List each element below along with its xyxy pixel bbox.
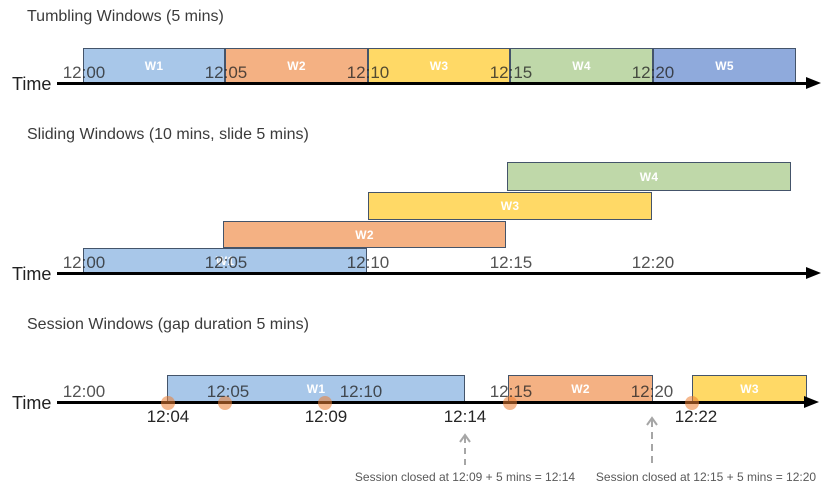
timeline [57,401,805,404]
tick-label: 12:15 [489,253,533,272]
tick-label: 12:00 [62,253,106,272]
window-label: W2 [571,382,590,396]
sliding-window-w4: W4 [507,162,791,191]
tumbling-window-w5: W5 [653,48,796,83]
timeline-arrow-icon [806,77,821,89]
tick-label: 12:05 [204,63,248,82]
window-label: W2 [355,227,374,242]
event-time-label: 12:14 [443,407,487,426]
time-axis-label: Time [12,393,52,413]
window-label: W1 [144,58,164,73]
dashed-arrow-icon [646,416,658,466]
event-dot [218,396,232,410]
tick-label: 12:00 [62,382,106,401]
tick-label: 12:10 [346,253,390,272]
dashed-arrow-icon [459,433,471,466]
window-label: W3 [500,199,520,213]
tick-label: 12:15 [489,382,533,401]
window-label: W4 [572,58,591,73]
sliding-window-w1: W1 [83,248,367,274]
time-axis-label: Time [12,264,52,284]
tick-label: 12:20 [630,382,674,401]
event-time-label: 12:09 [304,407,348,426]
tick-label: 12:10 [339,382,383,401]
tick-label: 12:05 [206,382,250,401]
event-dot [503,396,517,410]
tick-label: 12:20 [631,253,675,272]
timeline-arrow-icon [806,267,821,279]
session-closed-annotation: Session closed at 12:09 + 5 mins = 12:14 [354,470,576,484]
timeline [57,82,807,85]
window-label: W5 [715,58,734,73]
sliding-window-w3: W3 [368,192,652,220]
session-section-title: Session Windows (gap duration 5 mins) [27,316,309,333]
sliding-section-title: Sliding Windows (10 mins, slide 5 mins) [27,126,309,143]
tick-label: 12:05 [204,253,248,272]
session-closed-annotation: Session closed at 12:15 + 5 mins = 12:20 [595,470,817,484]
window-label: W3 [429,58,449,73]
event-time-label: 12:22 [674,407,718,426]
event-dot [685,396,699,410]
tick-label: 12:00 [62,63,106,82]
event-dot [318,396,332,410]
session-window-w3: W3 [692,375,807,403]
event-time-label: 12:04 [146,407,190,426]
window-label: W1 [306,382,326,396]
tumbling-window-w3: W3 [368,48,510,83]
tumbling-section-title: Tumbling Windows (5 mins) [27,8,224,25]
tick-label: 12:15 [489,63,533,82]
window-label: W4 [639,169,659,184]
sliding-window-w2: W2 [223,221,506,248]
timeline [57,272,807,275]
time-axis-label: Time [12,74,52,94]
event-dot [161,396,175,410]
tick-label: 12:10 [346,63,390,82]
session-window-w1: W1 [167,375,465,403]
tick-label: 12:20 [631,63,675,82]
timeline-arrow-icon [804,396,819,408]
window-label: W1 [215,254,235,268]
window-label: W3 [740,382,759,396]
tumbling-window-w1: W1 [83,48,225,83]
window-label: W2 [287,58,306,73]
